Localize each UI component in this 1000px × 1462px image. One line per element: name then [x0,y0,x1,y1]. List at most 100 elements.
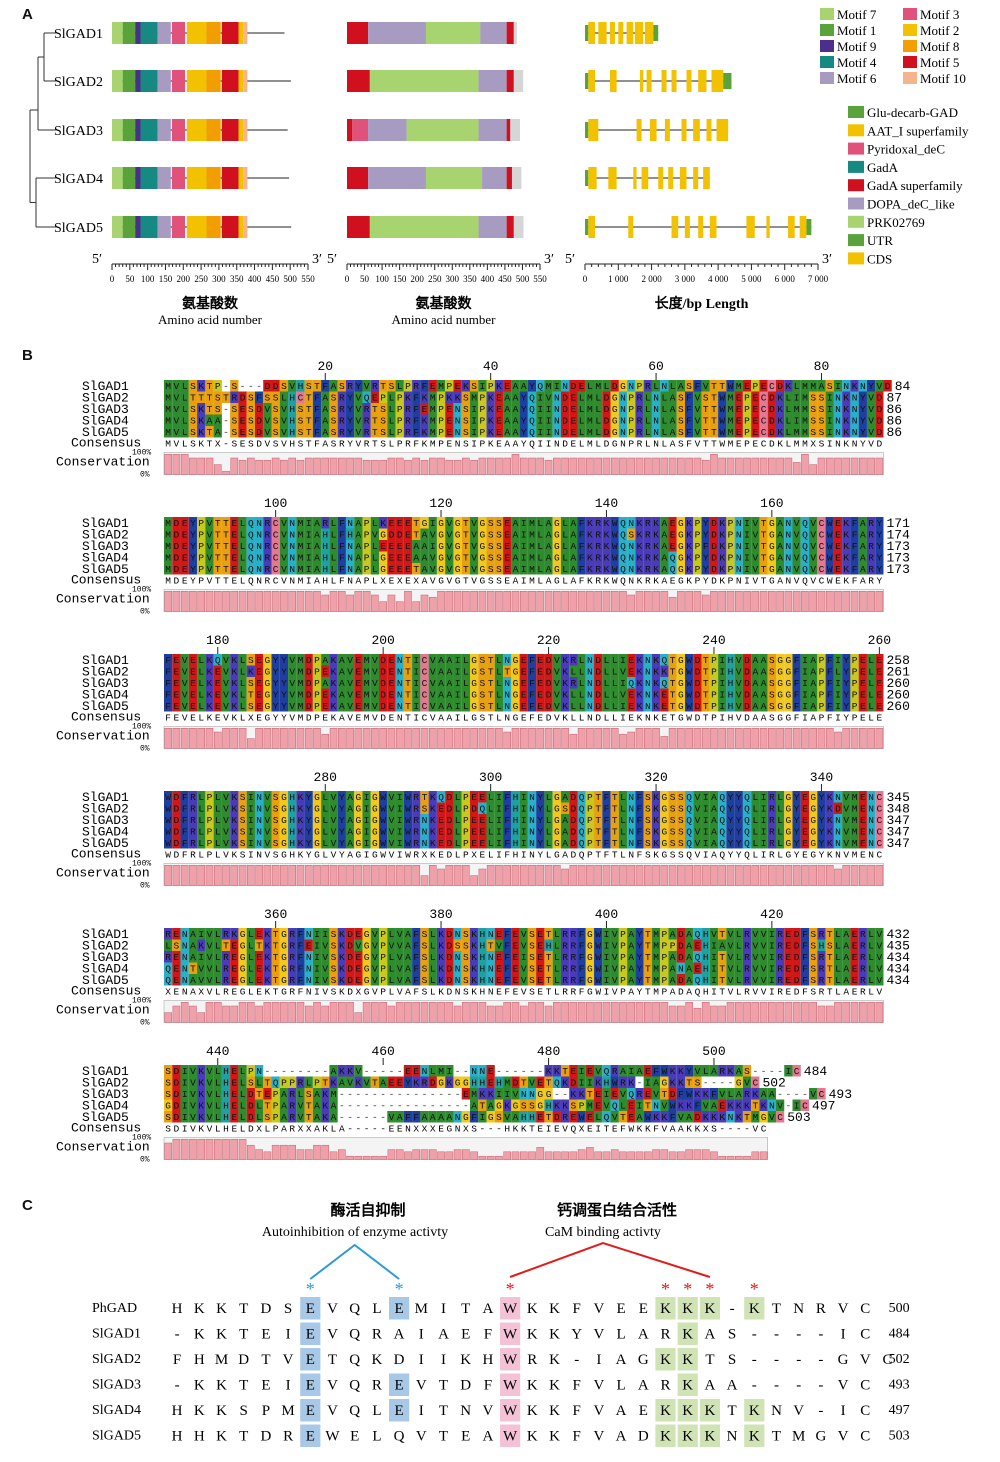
conservation-bar [486,591,495,612]
consensus-residue: M [298,713,304,724]
residue: M [165,393,171,404]
conservation-bar [610,591,619,612]
residue: V [761,929,767,940]
residue: I [521,827,527,838]
conservation-bar [693,728,702,749]
domain-tick-label: 200 [410,274,424,284]
residue: I [769,929,775,940]
residue-cell [271,426,280,438]
residue: I [744,530,750,541]
consensus-residue: H [289,850,295,861]
residue-cell [503,414,512,426]
residue-cell [271,391,280,403]
residue: V [207,929,213,940]
residue: D [562,427,568,438]
residue-cell [610,426,619,438]
residue: K [471,929,477,940]
consensus-residue: E [835,576,841,587]
residue-cell [453,528,462,540]
residue: P [314,678,320,689]
residue-cell [635,391,644,403]
residue: A [504,427,510,438]
domain-dopa-dec-like [478,216,507,238]
residue-cell [461,380,470,392]
residue: Y [339,792,345,803]
conservation-bar [503,591,511,612]
residue: D [571,815,577,826]
residue: I [761,838,767,849]
residue: I [496,827,502,838]
residue: S [331,393,337,404]
motif-tick-label: 350 [230,274,244,284]
residue-cell [329,380,338,392]
consensus-residue: N [628,850,634,861]
conservation-bar [784,865,793,886]
residue: L [488,827,494,838]
residue: L [372,541,378,552]
residue: L [182,393,188,404]
consensus-residue: V [736,713,742,724]
motif-legend-label: Motif 10 [920,71,966,86]
residue: K [430,815,436,826]
conservation-bar [801,454,809,475]
residue: V [331,827,337,838]
residue: - [223,427,229,438]
residue: G [661,815,667,826]
residue: L [372,518,378,529]
residue: Y [339,838,345,849]
residue: F [298,941,304,952]
consensus-residue: E [446,439,452,450]
consensus-residue: L [198,850,204,861]
residue: W [686,667,692,678]
conservation-bar [834,457,842,475]
residue: Q [529,393,535,404]
residue: L [198,838,204,849]
residue-cell [676,391,686,403]
consensus-residue: E [571,439,577,450]
residue: Y [537,792,543,803]
residue: L [868,667,874,678]
residue: I [521,553,527,564]
residue: D [604,393,610,404]
residue-cell [304,517,313,529]
residue: D [546,678,552,689]
residue: E [405,564,411,575]
conservation-bar [569,591,578,612]
consensus-residue: V [281,439,287,450]
residue-cell [792,517,801,529]
residue: E [231,530,237,541]
residue: E [389,690,395,701]
residue-cell [337,403,346,415]
residue: S [273,827,279,838]
residue: S [422,804,428,815]
residue: G [786,701,792,712]
residue: E [628,667,634,678]
residue: N [620,416,626,427]
consensus-residue: K [488,439,494,450]
residue: T [215,541,221,552]
consensus-residue: L [198,713,204,724]
residue-cell [180,528,189,540]
consensus-residue: L [215,850,221,861]
conservation-bar [255,459,263,475]
residue: V [446,553,452,564]
conservation-bar [768,728,776,749]
conservation-bar [371,865,379,886]
residue: K [488,404,494,415]
conservation-bar [586,728,594,749]
conservation-bar [792,728,801,749]
residue: P [215,381,221,392]
residue: G [372,827,378,838]
consensus-residue: L [389,439,395,450]
residue: A [314,518,320,529]
residue: I [761,792,767,803]
residue: I [604,929,610,940]
residue: R [339,393,345,404]
residue-cell [858,517,867,529]
residue-cell [610,380,619,392]
residue: P [207,838,213,849]
conservation-bar [189,865,197,886]
conservation-bar [867,457,875,475]
residue-cell [354,426,363,438]
consensus-residue: G [355,850,361,861]
